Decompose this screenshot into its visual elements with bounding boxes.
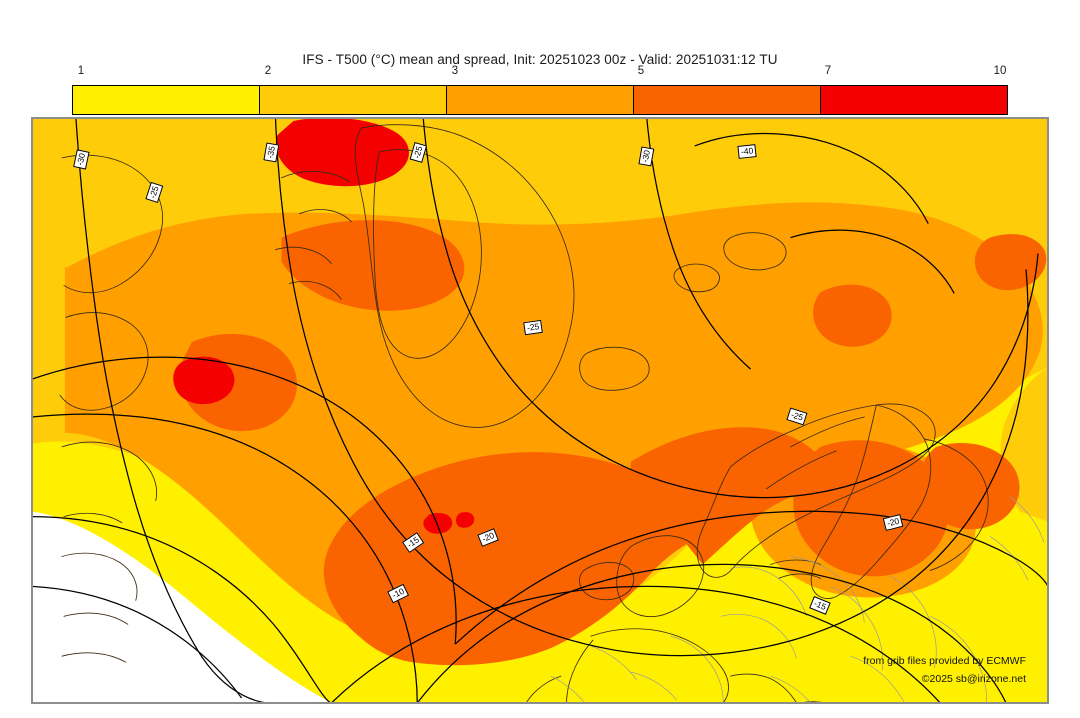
colorbar-segment bbox=[634, 86, 821, 114]
spread-band-5-7c bbox=[793, 440, 949, 577]
colorbar-tick-label: 7 bbox=[824, 65, 832, 77]
map-canvas bbox=[32, 118, 1048, 703]
contour-label: -40 bbox=[737, 144, 757, 159]
colorbar-tick-label: 1 bbox=[77, 65, 85, 77]
spread-band-5-7 bbox=[323, 452, 721, 666]
map-frame bbox=[32, 118, 1048, 703]
spread-band-5-7h bbox=[920, 443, 1020, 530]
country-borders bbox=[550, 496, 1045, 703]
contour-label: -25 bbox=[523, 319, 544, 335]
spread-band-7-10d bbox=[455, 512, 475, 528]
colorbar-tick-label: 5 bbox=[637, 65, 645, 77]
data-source-credit: from grib files provided by ECMWF bbox=[863, 655, 1026, 667]
spread-band-5-7g bbox=[974, 234, 1047, 291]
page-title: IFS - T500 (°C) mean and spread, Init: 2… bbox=[302, 52, 778, 67]
colorbar-gradient bbox=[72, 85, 1008, 115]
colorbar-segment bbox=[821, 86, 1007, 114]
spread-band-5-7f bbox=[813, 284, 892, 347]
copyright-credit: ©2025 sb@irizone.net bbox=[921, 673, 1026, 685]
colorbar: 1 2 3 5 7 10 bbox=[72, 65, 1008, 115]
spread-band-7-10b bbox=[173, 356, 235, 405]
colorbar-segment bbox=[73, 86, 260, 114]
coastlines bbox=[59, 124, 989, 703]
colorbar-tick-label: 3 bbox=[451, 65, 459, 77]
colorbar-tick-label: 2 bbox=[264, 65, 272, 77]
spread-band-7-10c bbox=[423, 513, 453, 534]
colorbar-segment bbox=[447, 86, 634, 114]
colorbar-tick-label: 10 bbox=[993, 65, 1007, 77]
map-panel[interactable]: -30 -35 -25 -30 -40 -25 -25 -25 -20 -15 … bbox=[31, 117, 1049, 704]
spread-band-5-7e bbox=[281, 220, 465, 311]
mean-contours bbox=[32, 118, 1048, 703]
spread-band-3-5 bbox=[64, 202, 1043, 650]
colorbar-segment bbox=[260, 86, 447, 114]
spread-band-7-10 bbox=[275, 118, 409, 187]
